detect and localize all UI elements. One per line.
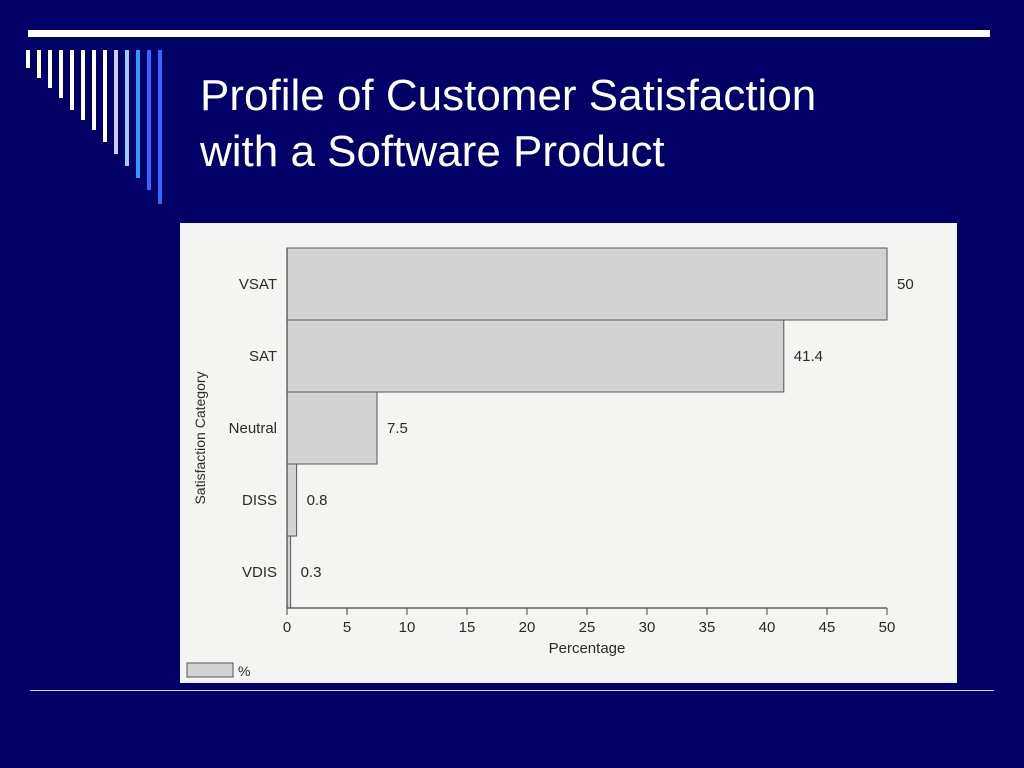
x-tick-label: 0 bbox=[283, 619, 291, 636]
data-label: 41.4 bbox=[794, 348, 823, 365]
y-axis-label: Satisfaction Category bbox=[192, 371, 208, 504]
top-rule bbox=[28, 30, 990, 37]
x-axis-label: Percentage bbox=[549, 640, 626, 657]
x-tick-label: 30 bbox=[639, 619, 656, 636]
bar-neutral bbox=[286, 391, 378, 465]
slide-title: Profile of Customer Satisfaction with a … bbox=[200, 68, 980, 180]
category-label: SAT bbox=[249, 348, 277, 365]
slide-title-line-2: with a Software Product bbox=[200, 127, 665, 176]
x-tick-label: 25 bbox=[579, 619, 596, 636]
legend-label: % bbox=[238, 663, 250, 679]
data-label: 0.3 bbox=[301, 564, 322, 581]
x-tick-label: 35 bbox=[699, 619, 716, 636]
x-tick-label: 15 bbox=[459, 619, 476, 636]
data-label: 0.8 bbox=[307, 492, 328, 509]
data-label: 7.5 bbox=[387, 420, 408, 437]
bar-diss bbox=[286, 463, 298, 537]
category-label: VSAT bbox=[239, 276, 277, 293]
category-label: VDIS bbox=[242, 564, 277, 581]
legend-swatch bbox=[186, 662, 234, 678]
bar-chart: VSAT 50 SAT 41.4 Neutral 7.5 DISS 0.8 VDIS 0.3 0 5… bbox=[186, 247, 914, 679]
x-tick-label: 45 bbox=[819, 619, 836, 636]
data-label: 50 bbox=[897, 276, 914, 293]
decorative-stripes bbox=[26, 50, 162, 204]
slide-title-line-1: Profile of Customer Satisfaction bbox=[200, 71, 817, 120]
x-tick-label: 5 bbox=[343, 619, 351, 636]
bottom-rule bbox=[30, 690, 994, 691]
category-label: DISS bbox=[242, 492, 277, 509]
chart-figure: VSAT 50 SAT 41.4 Neutral 7.5 DISS 0.8 VDIS 0.3 0 5… bbox=[180, 223, 957, 683]
x-tick-label: 10 bbox=[399, 619, 416, 636]
x-tick-label: 40 bbox=[759, 619, 776, 636]
x-tick-label: 20 bbox=[519, 619, 536, 636]
bar-vsat bbox=[286, 247, 888, 321]
x-tick-label: 50 bbox=[879, 619, 896, 636]
bar-sat bbox=[286, 319, 785, 393]
category-label: Neutral bbox=[229, 420, 277, 437]
